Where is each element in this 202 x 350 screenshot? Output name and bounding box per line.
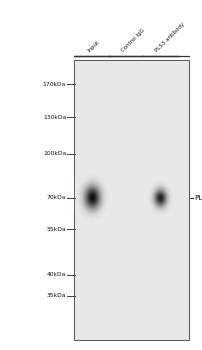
Text: 35kDa: 35kDa <box>46 293 66 298</box>
Text: PLS3: PLS3 <box>193 195 202 201</box>
Text: Control IgG: Control IgG <box>120 28 145 53</box>
Text: 70kDa: 70kDa <box>46 195 66 200</box>
Text: 170kDa: 170kDa <box>42 82 66 86</box>
Text: 40kDa: 40kDa <box>46 272 66 277</box>
Text: 55kDa: 55kDa <box>46 227 66 232</box>
Text: Input: Input <box>86 40 100 53</box>
Bar <box>74 60 188 340</box>
Text: 100kDa: 100kDa <box>43 152 66 156</box>
Text: 130kDa: 130kDa <box>43 115 66 120</box>
Text: PLS3 antibody: PLS3 antibody <box>154 22 185 53</box>
